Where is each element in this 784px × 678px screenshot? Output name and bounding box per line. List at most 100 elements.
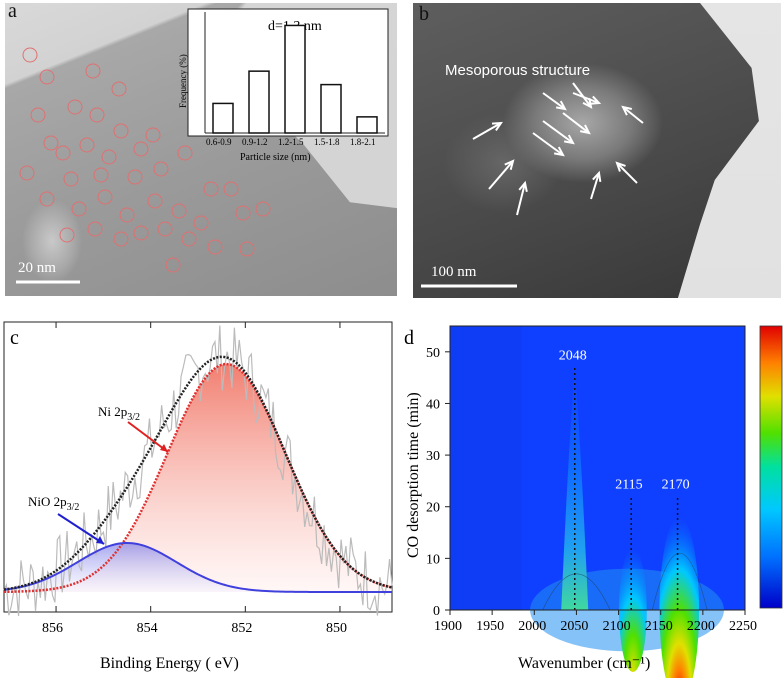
histogram-bar (320, 83, 342, 134)
particle-marker (127, 169, 143, 185)
ni-peak-arrow (127, 421, 169, 453)
total-fit-curve (3, 355, 393, 591)
pore-arrow (542, 92, 566, 110)
pore-arrow (572, 82, 592, 108)
particle-marker (111, 81, 127, 97)
particle-marker (207, 239, 223, 255)
particle-marker (93, 167, 109, 183)
x-tick-label-c: 850 (326, 621, 347, 636)
particle-marker (97, 189, 113, 205)
particle-marker (133, 141, 149, 157)
x-tick-label-d: 2150 (645, 619, 673, 634)
x-tick-label-d: 2000 (518, 619, 546, 634)
y-tick-label-d: 0 (433, 604, 440, 619)
ni-peak-label: Ni 2p3/2 (98, 404, 140, 423)
y-tick-label-d: 40 (426, 397, 440, 412)
pore-arrow (616, 162, 638, 184)
contour-line (542, 573, 611, 611)
colorbar (759, 325, 783, 609)
particle-marker (89, 107, 105, 123)
pore-arrowhead (589, 95, 602, 105)
particle-marker (71, 201, 87, 217)
histogram-bar (284, 24, 306, 134)
pore-arrow (542, 120, 574, 144)
pore-arrow (572, 92, 600, 104)
pore-arrowhead (579, 124, 591, 135)
y-tick-label-d: 10 (426, 552, 440, 567)
mesoporous-label: Mesoporous structure (445, 62, 590, 79)
y-tick-label-d: 50 (426, 346, 440, 361)
y-tick-label-d: 20 (426, 501, 440, 516)
pore-arrow (472, 122, 502, 140)
particle-marker (239, 241, 255, 257)
histogram-tick-label: 0.6-0.9 (206, 137, 232, 147)
x-axis-ticks-c: 856 854 852 850 (42, 322, 347, 636)
particle-marker (203, 181, 219, 197)
pore-arrowhead (553, 146, 565, 157)
particle-marker (177, 145, 193, 161)
histogram-bar (248, 70, 270, 134)
inset-ylabel: Frequency (%) (178, 54, 188, 108)
histogram-tick-label: 1.8-2.1 (350, 137, 376, 147)
contour-line (651, 552, 708, 611)
panel-c-label: c (10, 327, 19, 349)
particle-marker (255, 201, 271, 217)
raw-spectrum (3, 325, 393, 616)
y-axis-label-d: CO desorption time (min) (405, 392, 422, 558)
pore-arrow (488, 160, 514, 190)
particle-marker (85, 63, 101, 79)
particle-marker (79, 137, 95, 153)
particle-marker (181, 231, 197, 247)
particle-marker (55, 145, 71, 161)
pore-arrowhead (592, 170, 602, 183)
x-tick-label-c: 856 (42, 621, 63, 636)
histogram-tick-label: 1.5-1.8 (314, 137, 340, 147)
x-tick-label-d: 2050 (560, 619, 588, 634)
axes-ticks-d: 1900 1950 2000 2050 2100 2150 2200 2250 0 10 20 30 4… (426, 346, 757, 634)
particle-marker (113, 231, 129, 247)
pore-arrow (590, 172, 600, 200)
particle-marker (59, 227, 75, 243)
ni-peak-area (4, 364, 392, 592)
particle-marker (147, 193, 163, 209)
pore-arrowhead (491, 121, 503, 131)
nio-peak-label: NiO 2p3/2 (28, 494, 79, 513)
ni-arrowhead (160, 444, 168, 452)
heatmap-area: 2048 2115 2170 (449, 325, 746, 678)
pore-arrowhead (615, 161, 626, 172)
particle-marker (165, 257, 181, 273)
pore-arrowhead (518, 180, 528, 193)
pore-arrowhead (621, 105, 632, 116)
particle-marker (67, 99, 83, 115)
particle-marker (153, 161, 169, 177)
x-tick-label-d: 2200 (687, 619, 715, 634)
pore-arrowhead (563, 134, 575, 145)
pore-arrow (516, 182, 526, 216)
pore-arrowhead (504, 159, 515, 170)
inset-xlabel: Particle size (nm) (240, 152, 311, 163)
panel-c-xps-chart: 856 854 852 850 c Ni 2p3/2 NiO 2p3/2 Bindin… (3, 321, 393, 672)
particle-marker (87, 221, 103, 237)
x-tick-label-d: 2100 (603, 619, 631, 634)
panel-d-label: d (404, 327, 414, 349)
particle-marker (223, 181, 239, 197)
plot-frame-d (449, 325, 746, 611)
y-tick-label-d: 30 (426, 449, 440, 464)
hotspot-2170 (659, 517, 700, 678)
pore-arrow (562, 112, 590, 134)
pore-arrow (532, 132, 564, 156)
particle-marker (171, 203, 187, 219)
panel-b-tem-image (413, 3, 781, 298)
x-axis-label-d: Wavenumber (cm⁻¹) (518, 655, 650, 672)
particle-marker (39, 69, 55, 85)
pore-arrowhead (555, 100, 567, 111)
pore-arrowhead (582, 97, 593, 109)
pore-arrows (472, 82, 644, 216)
histogram-bar (212, 102, 234, 134)
x-tick-label-c: 852 (231, 621, 252, 636)
nanoparticle-markers (19, 47, 271, 273)
panel-a-overlay: 20 nm d=1.3 nm Frequency (%) Particle si… (16, 8, 389, 284)
nio-arrowhead (96, 536, 104, 544)
heatmap-band (450, 326, 522, 610)
